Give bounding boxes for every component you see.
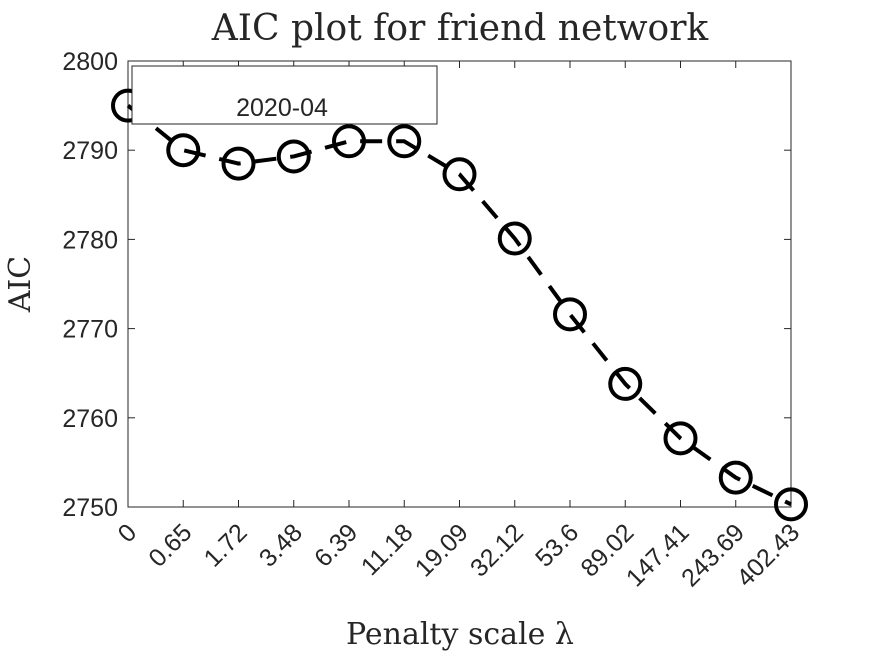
annotation-box: 2020-04 bbox=[131, 65, 438, 125]
y-tick-label: 2760 bbox=[62, 405, 118, 433]
y-axis-label: AIC bbox=[3, 256, 38, 313]
data-point bbox=[663, 421, 698, 456]
y-tick-label: 2800 bbox=[62, 48, 118, 76]
data-point bbox=[221, 146, 256, 181]
data-point bbox=[553, 297, 587, 332]
data-point bbox=[774, 487, 808, 522]
x-axis-label: Penalty scale λ bbox=[346, 617, 574, 652]
data-point bbox=[166, 133, 201, 168]
plot-area bbox=[127, 60, 792, 508]
y-axis-ticks: 2750 2760 2770 2780 2790 2800 bbox=[62, 48, 791, 522]
data-point bbox=[442, 157, 477, 192]
y-tick-label: 2750 bbox=[62, 494, 118, 522]
y-tick-label: 2780 bbox=[62, 226, 118, 254]
annotation-frame bbox=[131, 65, 438, 125]
data-point bbox=[276, 139, 311, 174]
data-point bbox=[718, 460, 753, 495]
chart-title: AIC plot for friend network bbox=[211, 8, 710, 49]
annotation-text: 2020-04 bbox=[236, 94, 328, 122]
data-point bbox=[387, 124, 422, 159]
data-point bbox=[497, 221, 532, 256]
y-tick-label: 2770 bbox=[62, 316, 118, 344]
data-point bbox=[332, 124, 366, 159]
y-tick-label: 2790 bbox=[62, 137, 118, 165]
data-point bbox=[608, 366, 643, 401]
series-layer bbox=[111, 88, 808, 522]
series-line bbox=[126, 104, 792, 507]
